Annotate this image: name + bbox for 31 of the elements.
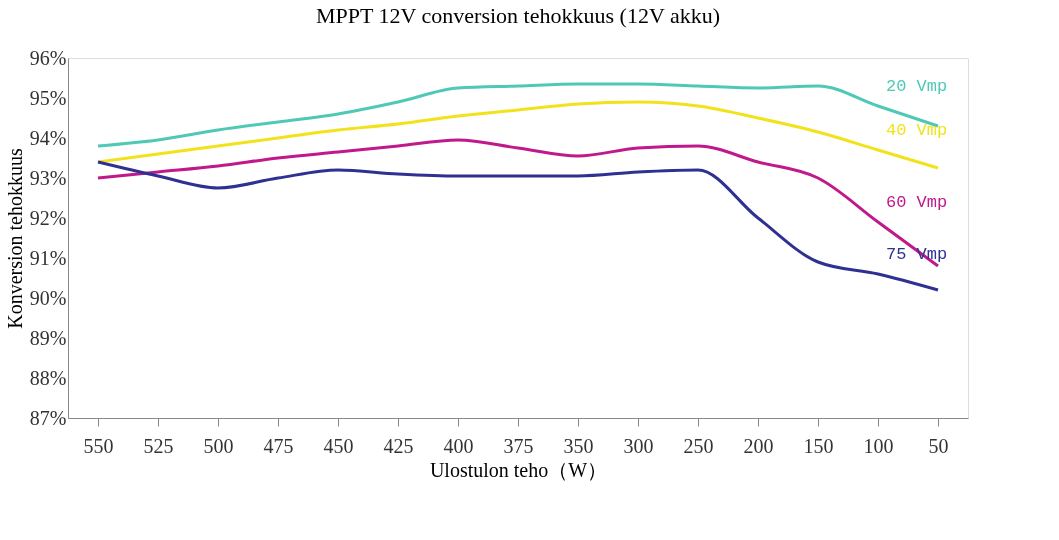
x-tick-label: 475 xyxy=(263,434,294,457)
y-tick-label: 95% xyxy=(29,86,67,109)
x-tick-label: 500 xyxy=(203,434,234,457)
y-tick-label: 96% xyxy=(29,46,67,69)
y-tick-label: 89% xyxy=(29,326,67,349)
x-tick-label: 550 xyxy=(83,434,114,457)
series-label: 40 Vmp xyxy=(886,121,948,140)
x-tick-label: 525 xyxy=(143,434,174,457)
x-tick-label: 300 xyxy=(623,434,654,457)
series-label: 20 Vmp xyxy=(886,77,948,96)
y-axis-title: Konversion tehokkuus xyxy=(3,148,26,329)
series-label: 60 Vmp xyxy=(886,193,948,212)
y-tick-label: 93% xyxy=(29,166,67,189)
x-tick-label: 100 xyxy=(863,434,894,457)
x-tick-label: 250 xyxy=(683,434,714,457)
chart-title: MPPT 12V conversion tehokkuus (12V akku) xyxy=(316,3,720,28)
x-tick-label: 50 xyxy=(928,434,949,457)
y-tick-label: 90% xyxy=(29,286,67,309)
y-tick-label: 94% xyxy=(29,126,67,149)
x-tick-label: 400 xyxy=(443,434,474,457)
y-tick-label: 92% xyxy=(29,206,67,229)
x-tick-label: 425 xyxy=(383,434,414,457)
y-tick-label: 87% xyxy=(29,406,67,429)
x-tick-label: 150 xyxy=(803,434,834,457)
x-tick-label: 200 xyxy=(743,434,774,457)
x-axis-title: Ulostulon teho（W） xyxy=(429,458,608,481)
x-tick-label: 375 xyxy=(503,434,534,457)
y-tick-label: 91% xyxy=(29,246,67,269)
x-tick-label: 450 xyxy=(323,434,354,457)
x-tick-label: 350 xyxy=(563,434,594,457)
y-tick-label: 88% xyxy=(29,366,67,389)
